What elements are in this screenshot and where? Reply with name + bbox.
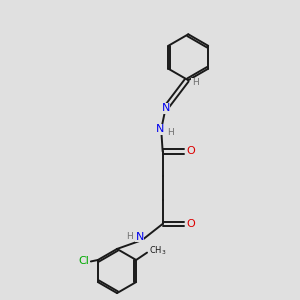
- Text: N: N: [155, 124, 164, 134]
- Text: N: N: [161, 103, 170, 113]
- Text: H: H: [192, 78, 198, 87]
- Text: CH$_3$: CH$_3$: [148, 245, 166, 257]
- Text: O: O: [186, 219, 195, 229]
- Text: N: N: [136, 232, 144, 242]
- Text: Cl: Cl: [79, 256, 89, 266]
- Text: H: H: [167, 128, 174, 137]
- Text: O: O: [186, 146, 195, 157]
- Text: H: H: [126, 232, 133, 241]
